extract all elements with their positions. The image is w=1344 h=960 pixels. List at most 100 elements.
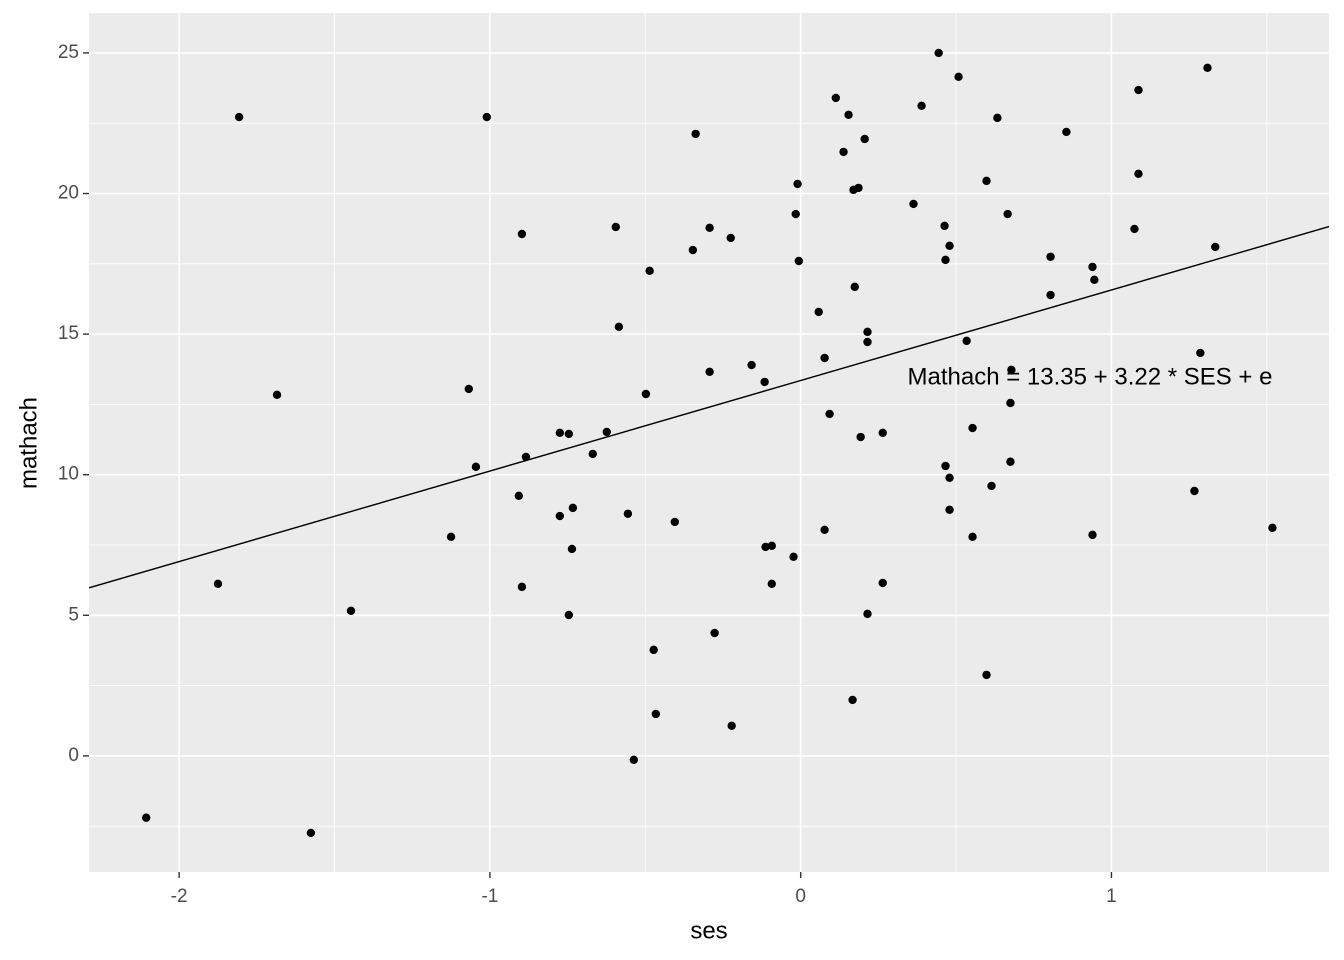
point (471, 462, 481, 472)
point (831, 93, 840, 103)
point (705, 367, 714, 376)
point (446, 532, 456, 542)
point (1088, 530, 1097, 540)
point (234, 112, 244, 122)
x-axis-title: ses (690, 917, 727, 944)
point (568, 503, 578, 513)
y-tick-label: 15 (58, 323, 79, 344)
point (940, 221, 949, 231)
point (555, 511, 565, 521)
point (649, 645, 658, 655)
point (517, 229, 527, 239)
point (482, 112, 491, 122)
y-tick-label: 25 (58, 42, 79, 63)
point (917, 101, 926, 110)
x-tick-label: -2 (171, 886, 188, 907)
point (1211, 242, 1220, 252)
point (691, 129, 700, 139)
point (1007, 365, 1016, 375)
point (767, 579, 776, 588)
point (564, 429, 574, 439)
point (614, 322, 624, 331)
point (767, 541, 776, 551)
y-tick-label: 5 (68, 604, 79, 625)
point (945, 241, 954, 251)
point (1134, 85, 1143, 95)
point (1046, 290, 1055, 300)
point (1088, 262, 1097, 272)
point (945, 505, 954, 515)
point (993, 113, 1002, 123)
point (854, 183, 863, 193)
point (814, 307, 823, 317)
x-tick-label: 0 (795, 886, 806, 907)
point (789, 552, 798, 561)
point (306, 828, 316, 838)
point (982, 176, 991, 186)
y-tick-label: 20 (58, 183, 79, 204)
point (688, 245, 698, 255)
y-tick-label: 0 (68, 745, 79, 766)
point (1268, 523, 1277, 533)
point (1190, 486, 1199, 496)
point (141, 813, 151, 822)
point (213, 579, 223, 588)
point (954, 72, 963, 82)
point (934, 48, 943, 58)
point (602, 427, 611, 437)
point (968, 532, 977, 542)
point (794, 256, 804, 266)
point (962, 336, 971, 346)
point (848, 695, 857, 705)
point (982, 670, 991, 680)
point (272, 390, 282, 400)
point (820, 353, 829, 363)
point (863, 327, 872, 337)
point (747, 360, 756, 370)
point (909, 199, 918, 209)
point (761, 542, 770, 552)
point (863, 609, 872, 619)
point (645, 266, 654, 276)
y-tick-label: 10 (58, 464, 79, 485)
point (670, 517, 680, 527)
point (1134, 169, 1143, 179)
point (1006, 457, 1015, 466)
point (611, 222, 620, 232)
point (1203, 63, 1212, 73)
point (760, 377, 769, 387)
point (1006, 398, 1015, 408)
y-axis-title: mathach (15, 397, 42, 489)
fit-line (88, 225, 1330, 589)
x-tick-label: -1 (481, 886, 498, 907)
point (1196, 348, 1205, 358)
point (878, 428, 887, 437)
point (588, 449, 597, 459)
point (793, 179, 802, 189)
point (945, 473, 954, 482)
point (941, 255, 950, 265)
point (629, 755, 638, 765)
point (346, 606, 356, 615)
point (710, 628, 719, 638)
panel (89, 13, 1329, 872)
point (856, 432, 865, 442)
point (1062, 127, 1071, 137)
point (567, 544, 577, 554)
point (850, 282, 859, 292)
point (564, 610, 574, 620)
point (987, 481, 996, 491)
point (555, 428, 565, 437)
point (727, 721, 736, 730)
point (705, 223, 714, 233)
x-tick-label: 1 (1106, 886, 1117, 907)
point (860, 134, 869, 144)
point (623, 509, 633, 518)
point (1090, 275, 1099, 285)
point (825, 409, 834, 419)
point (1046, 252, 1055, 261)
point (791, 209, 800, 219)
point (1130, 224, 1139, 234)
point (878, 578, 887, 588)
